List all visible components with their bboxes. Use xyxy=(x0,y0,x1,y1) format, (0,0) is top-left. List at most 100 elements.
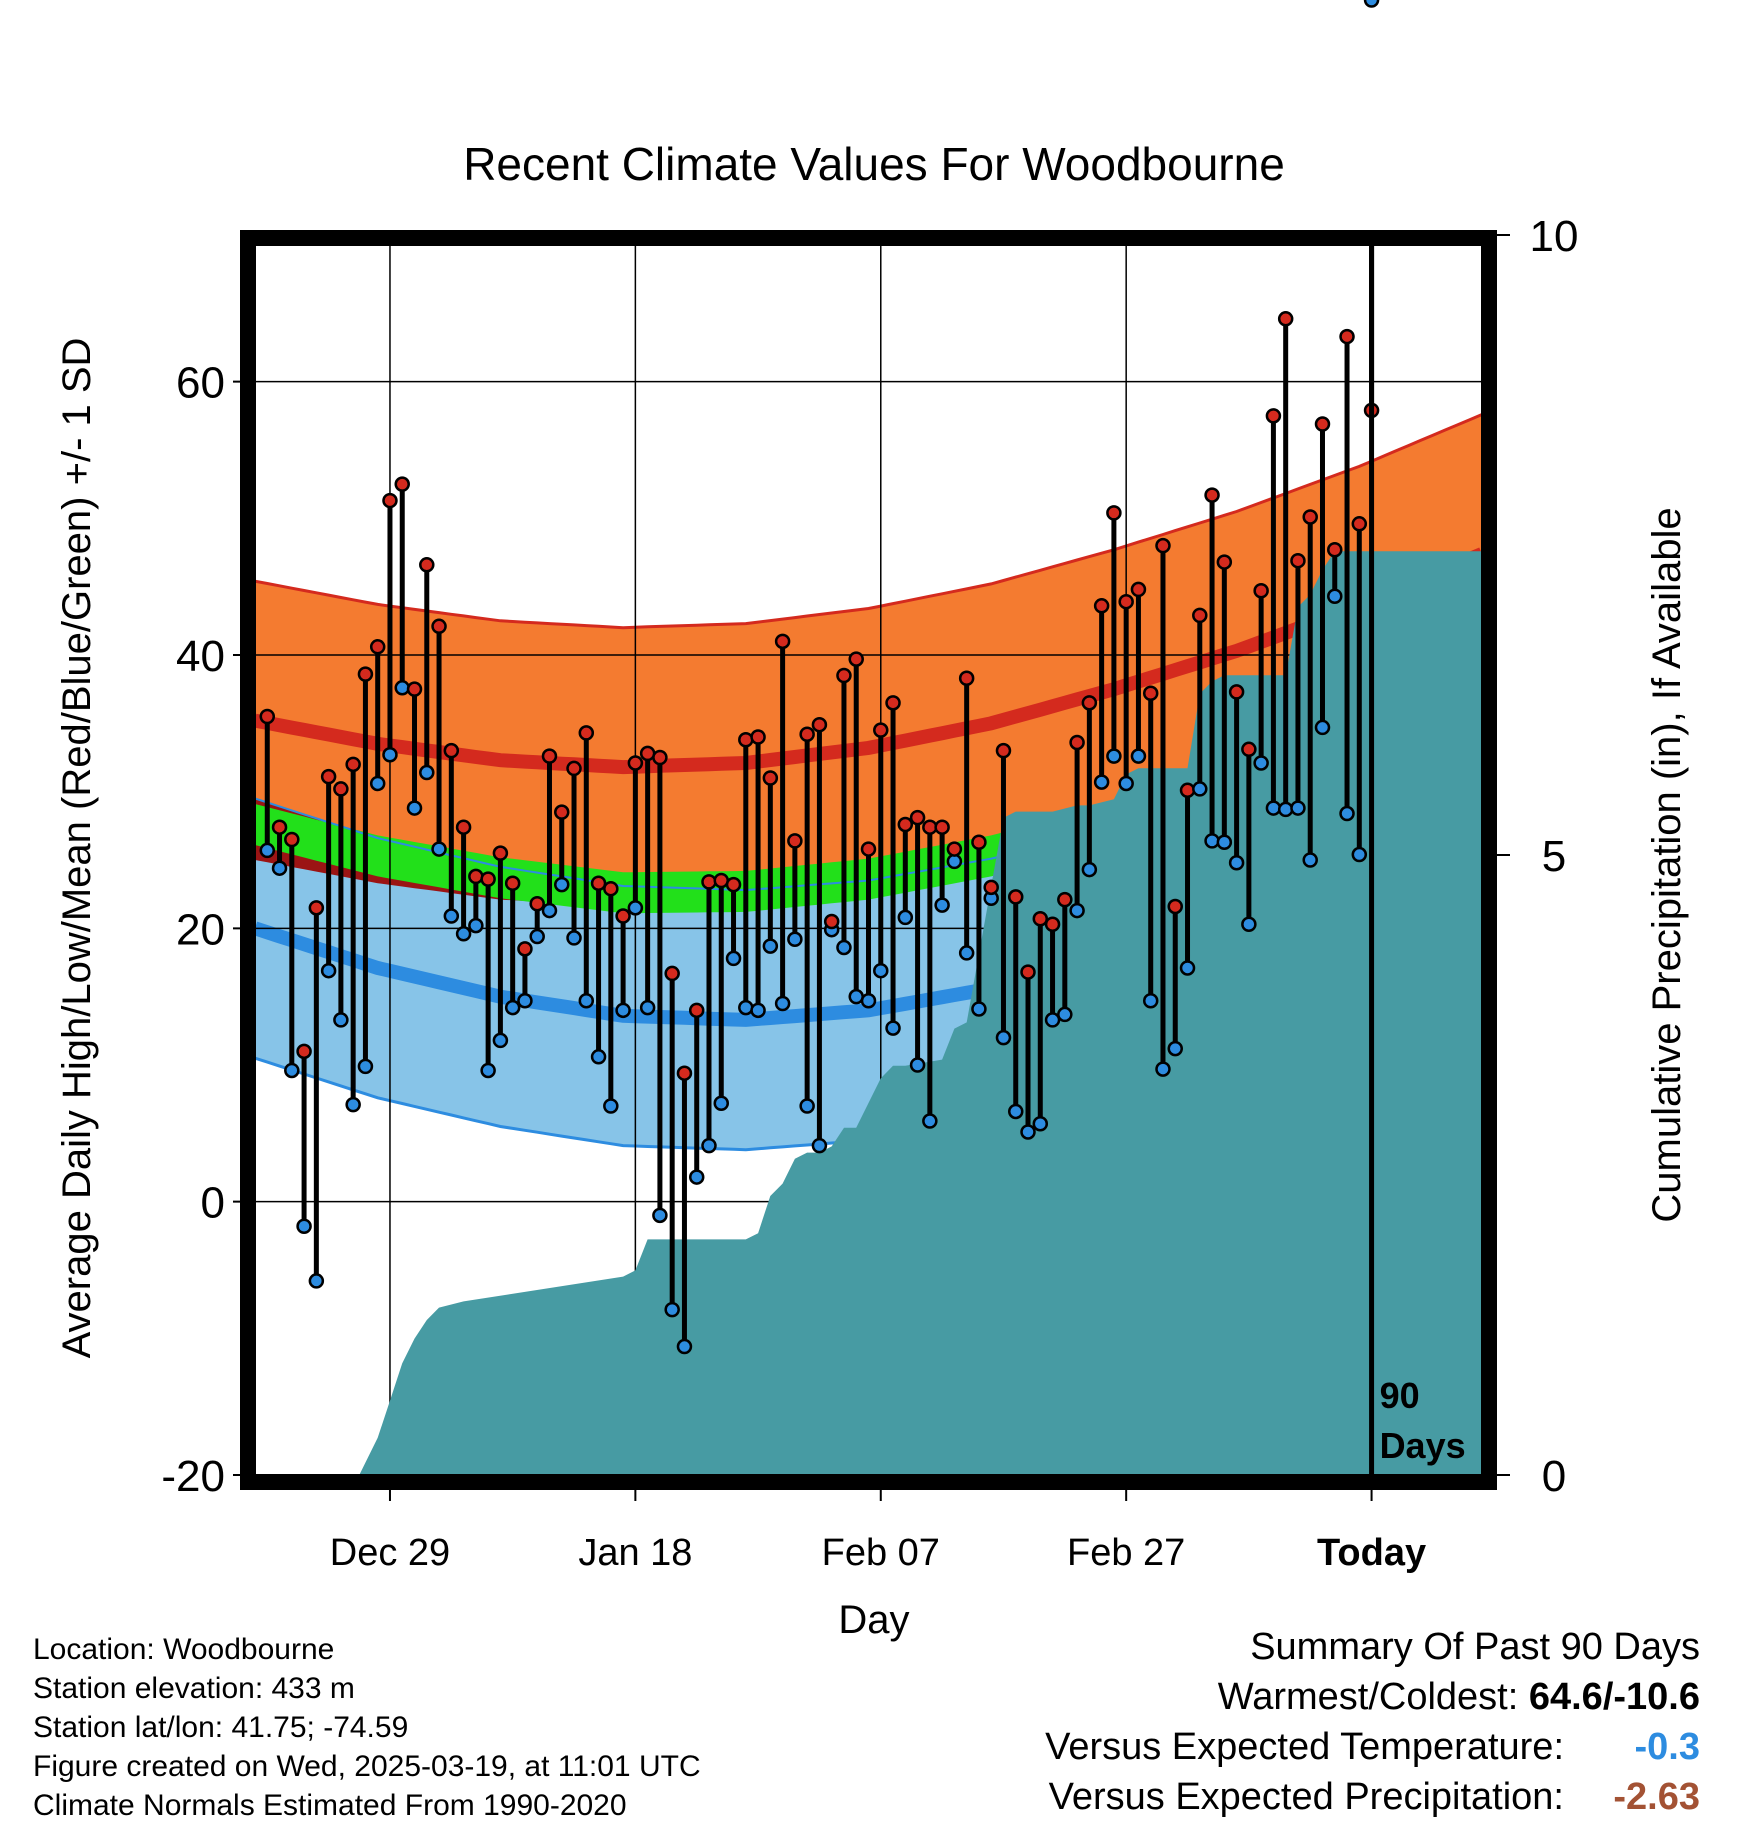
normals-text: Climate Normals Estimated From 1990-2020 xyxy=(33,1789,627,1822)
high-point xyxy=(1179,782,1196,799)
plot-border xyxy=(240,230,1497,1490)
low-point xyxy=(541,902,558,919)
low-point xyxy=(787,931,803,948)
high-point xyxy=(1241,741,1257,758)
low-point xyxy=(799,1098,815,1114)
high-point xyxy=(799,726,815,743)
high-point xyxy=(394,476,410,492)
precip-label: Versus Expected Precipitation: xyxy=(1048,1776,1564,1818)
low-point xyxy=(676,1338,693,1355)
high-point xyxy=(701,874,717,890)
low-point xyxy=(701,1137,717,1154)
high-point xyxy=(1057,891,1073,908)
high-point xyxy=(480,871,496,887)
low-point xyxy=(1302,852,1318,868)
low-point xyxy=(480,1062,496,1079)
high-point xyxy=(811,716,828,733)
low-point xyxy=(1081,861,1098,878)
low-point xyxy=(897,909,914,926)
low-point xyxy=(419,764,435,781)
warm-cold-row: Warmest/Coldest: 64.6/-10.6 xyxy=(1045,1672,1700,1722)
low-point xyxy=(308,1273,325,1289)
low-point xyxy=(750,1002,766,1019)
low-point xyxy=(995,1029,1012,1046)
high-point xyxy=(468,868,484,885)
low-point xyxy=(1007,1103,1024,1120)
high-point xyxy=(958,670,975,686)
low-point xyxy=(885,1020,901,1036)
low-point xyxy=(971,1001,987,1017)
high-point xyxy=(1290,552,1306,569)
high-point xyxy=(823,913,840,930)
low-point xyxy=(320,962,337,979)
summary-heading: Summary Of Past 90 Days xyxy=(1250,1626,1700,1668)
x-tick-label: Jan 18 xyxy=(578,1532,692,1574)
high-point xyxy=(1081,695,1098,711)
low-point xyxy=(774,995,791,1012)
chart-title: Recent Climate Values For Woodbourne xyxy=(463,138,1285,190)
today-marker: 90 Days xyxy=(1369,245,1466,1475)
low-point xyxy=(357,1058,374,1075)
high-point xyxy=(1155,537,1171,554)
high-point xyxy=(688,1002,705,1019)
high-point xyxy=(406,681,423,697)
y-tick-label: 0 xyxy=(201,1179,225,1228)
high-point xyxy=(664,965,680,982)
low-point xyxy=(554,876,570,893)
low-point xyxy=(1155,1061,1171,1077)
low-point xyxy=(529,928,545,945)
y2-axis-label: Cumulative Precipitation (in), If Availa… xyxy=(1645,507,1689,1222)
y-tick-label: -20 xyxy=(161,1452,225,1501)
low-point xyxy=(455,926,472,942)
high-point xyxy=(333,781,349,797)
low-point xyxy=(1032,1116,1049,1132)
low-point xyxy=(1204,833,1220,849)
y-tick-label: 40 xyxy=(176,632,225,681)
low-point xyxy=(1363,0,1380,8)
high-point xyxy=(946,841,963,857)
period-label-number: 90 xyxy=(1380,1375,1420,1416)
low-point xyxy=(738,999,754,1016)
high-point xyxy=(455,819,472,835)
low-point xyxy=(762,938,779,954)
low-point xyxy=(1216,834,1233,850)
precip-area xyxy=(255,551,1482,1475)
low-point xyxy=(713,1095,730,1112)
precipitation-area xyxy=(255,551,1482,1475)
high-point xyxy=(566,760,582,777)
high-point xyxy=(1020,964,1036,980)
high-point xyxy=(873,722,889,738)
warm-cold-value: 64.6/-10.6 xyxy=(1528,1676,1700,1718)
high-point xyxy=(983,879,999,896)
high-point xyxy=(1302,509,1318,525)
high-point xyxy=(529,895,545,912)
low-point xyxy=(934,897,950,913)
y2-tick-label: 5 xyxy=(1542,832,1566,881)
high-point xyxy=(1069,734,1085,751)
low-point xyxy=(958,945,975,961)
temp-label: Versus Expected Temperature: xyxy=(1045,1726,1564,1768)
period-label-unit: Days xyxy=(1380,1425,1466,1466)
high-point xyxy=(1339,328,1355,345)
high-point xyxy=(369,639,386,655)
high-point xyxy=(750,729,766,745)
high-point xyxy=(1228,684,1245,700)
high-point xyxy=(885,695,901,711)
temp-row: Versus Expected Temperature: -0.3 xyxy=(1045,1722,1700,1772)
low-point xyxy=(1351,846,1368,863)
x-tick-label: Feb 07 xyxy=(822,1532,940,1574)
low-point xyxy=(406,800,423,816)
low-point xyxy=(1339,805,1355,822)
high-point xyxy=(738,731,754,748)
low-point xyxy=(369,775,386,792)
low-point xyxy=(394,680,410,696)
low-point xyxy=(382,747,398,763)
low-point xyxy=(468,917,484,934)
high-point xyxy=(627,755,644,771)
y2-tick-label: 0 xyxy=(1542,1452,1566,1501)
high-point xyxy=(554,804,570,820)
high-point xyxy=(382,492,398,509)
high-point xyxy=(1192,607,1208,624)
low-point xyxy=(1142,993,1159,1009)
